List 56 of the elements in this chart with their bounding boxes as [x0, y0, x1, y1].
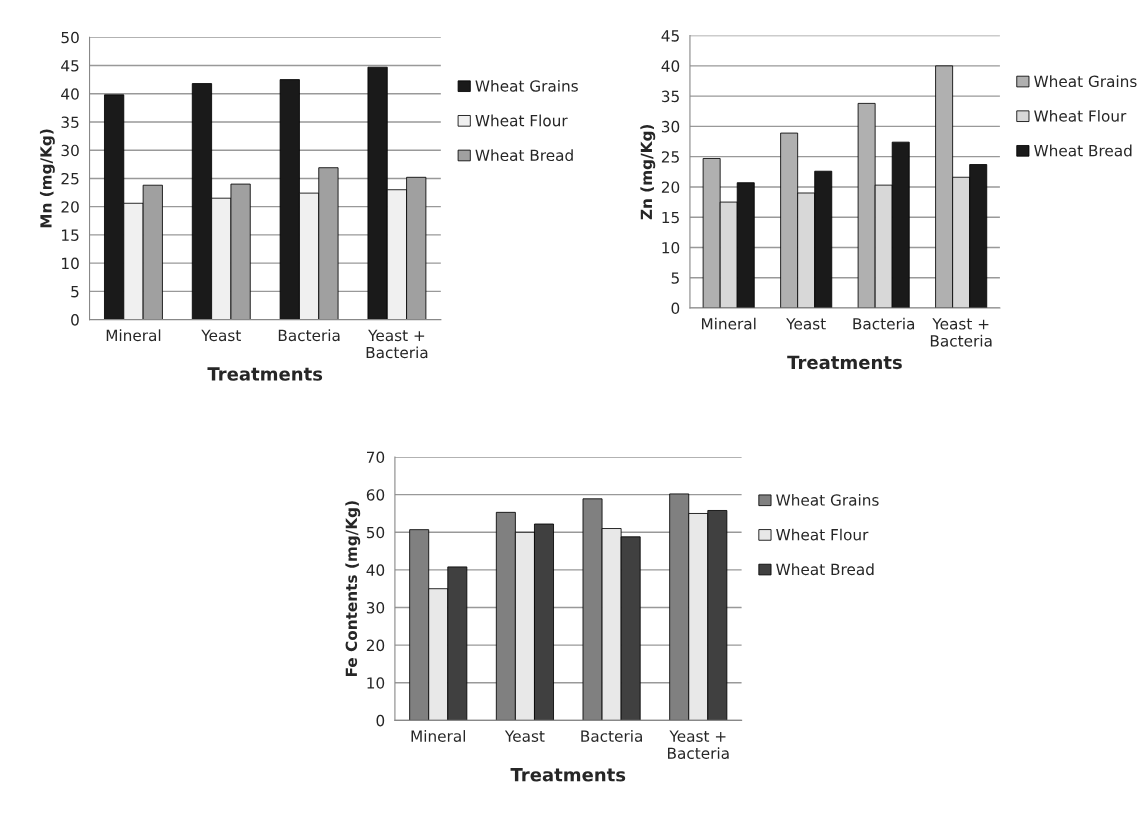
y-tick-label: 20	[61, 201, 79, 213]
x-tick-label: Mineral	[701, 317, 756, 330]
legend-label: Wheat Flour	[776, 528, 869, 541]
legend-label: Wheat Bread	[1034, 144, 1132, 157]
legend-label: Wheat Grains	[475, 79, 578, 92]
x-tick-label: Yeast	[201, 329, 241, 342]
legend-label: Wheat Flour	[475, 114, 568, 127]
y-tick-label: 0	[671, 302, 680, 315]
x-tick-label: Mineral	[411, 730, 466, 742]
y-tick-label: 10	[662, 241, 680, 254]
legend-label: Wheat Bread	[776, 563, 874, 576]
x-tick-label: Bacteria	[581, 730, 642, 742]
y-tick-label: 30	[661, 120, 680, 133]
y-axis-title: Fe Contents (mg/Kg)	[345, 501, 361, 677]
x-axis-title: Treatments	[787, 355, 902, 370]
y-tick-label: 15	[62, 229, 79, 241]
x-tick-label: Yeast	[786, 318, 826, 330]
y-tick-label: 40	[366, 564, 385, 576]
x-tick-label: Yeast + Bacteria	[930, 318, 992, 347]
y-tick-label: 40	[661, 60, 680, 72]
y-tick-label: 35	[661, 90, 679, 103]
y-tick-label: 15	[662, 211, 679, 224]
legend-label: Wheat Grains	[776, 494, 879, 506]
y-tick-label: 10	[62, 257, 79, 270]
x-tick-label: Mineral	[106, 329, 161, 342]
x-axis-title: Treatments	[207, 367, 323, 381]
y-tick-label: 0	[376, 714, 385, 727]
y-tick-label: 20	[661, 181, 680, 193]
legend-label: Wheat Flour	[1034, 109, 1127, 122]
x-tick-label: Bacteria	[853, 317, 915, 330]
y-tick-label: 25	[661, 151, 679, 163]
legend-label: Wheat Bread	[475, 149, 573, 162]
y-tick-label: 50	[366, 526, 385, 539]
y-axis-title: Zn (mg/Kg)	[640, 124, 656, 220]
y-tick-label: 45	[661, 30, 679, 42]
x-tick-label: Yeast	[504, 730, 545, 742]
y-tick-label: 45	[61, 60, 79, 72]
y-tick-label: 5	[71, 286, 79, 298]
x-tick-label: Yeast + Bacteria	[366, 329, 428, 359]
y-tick-label: 10	[367, 677, 385, 689]
y-axis-title: Mn (mg/Kg)	[39, 129, 55, 228]
x-axis-title: Treatments	[510, 768, 626, 782]
y-tick-label: 60	[366, 489, 385, 501]
y-tick-label: 30	[61, 144, 79, 157]
y-tick-label: 35	[61, 116, 79, 128]
x-tick-label: Bacteria	[278, 329, 340, 342]
legend-label: Wheat Grains	[1034, 75, 1137, 88]
y-tick-label: 40	[61, 88, 79, 100]
x-tick-label: Yeast + Bacteria	[668, 730, 729, 760]
y-tick-label: 50	[61, 31, 79, 44]
y-tick-label: 25	[61, 172, 79, 185]
y-tick-label: 5	[671, 272, 679, 284]
y-tick-label: 70	[367, 451, 385, 464]
y-tick-label: 0	[71, 314, 79, 326]
y-tick-label: 30	[366, 601, 385, 614]
y-tick-label: 20	[366, 639, 385, 652]
